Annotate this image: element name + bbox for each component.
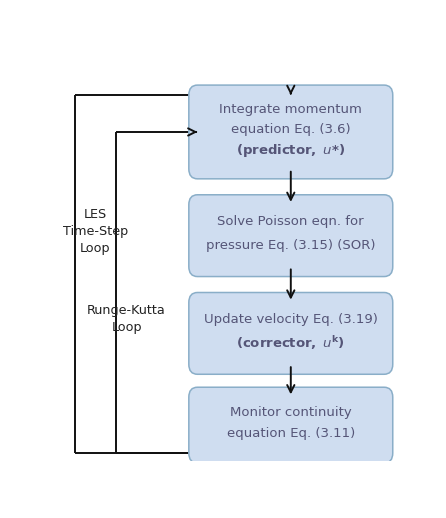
FancyBboxPatch shape xyxy=(189,85,393,179)
Text: Solve Poisson eqn. for: Solve Poisson eqn. for xyxy=(218,215,364,228)
Text: equation Eq. (3.6): equation Eq. (3.6) xyxy=(231,123,351,136)
Text: pressure Eq. (3.15) (SOR): pressure Eq. (3.15) (SOR) xyxy=(206,239,376,252)
FancyBboxPatch shape xyxy=(189,293,393,375)
Text: Runge-Kutta
Loop: Runge-Kutta Loop xyxy=(87,305,166,335)
Text: $\bf{(corrector,\ }$$\bf{\mathit{u}}$$\bf{^k)}$: $\bf{(corrector,\ }$$\bf{\mathit{u}}$$\b… xyxy=(236,334,345,352)
Text: Monitor continuity: Monitor continuity xyxy=(230,406,351,419)
Text: LES
Time-Step
Loop: LES Time-Step Loop xyxy=(63,208,128,255)
Text: $\bf{(predictor,\ }$$\bf{\mathit{u}}$$\bf{*)}$: $\bf{(predictor,\ }$$\bf{\mathit{u}}$$\b… xyxy=(236,142,345,159)
Text: Integrate momentum: Integrate momentum xyxy=(219,103,362,116)
FancyBboxPatch shape xyxy=(189,387,393,463)
Text: Update velocity Eq. (3.19): Update velocity Eq. (3.19) xyxy=(204,313,378,326)
Text: equation Eq. (3.11): equation Eq. (3.11) xyxy=(227,427,355,440)
FancyBboxPatch shape xyxy=(189,195,393,277)
